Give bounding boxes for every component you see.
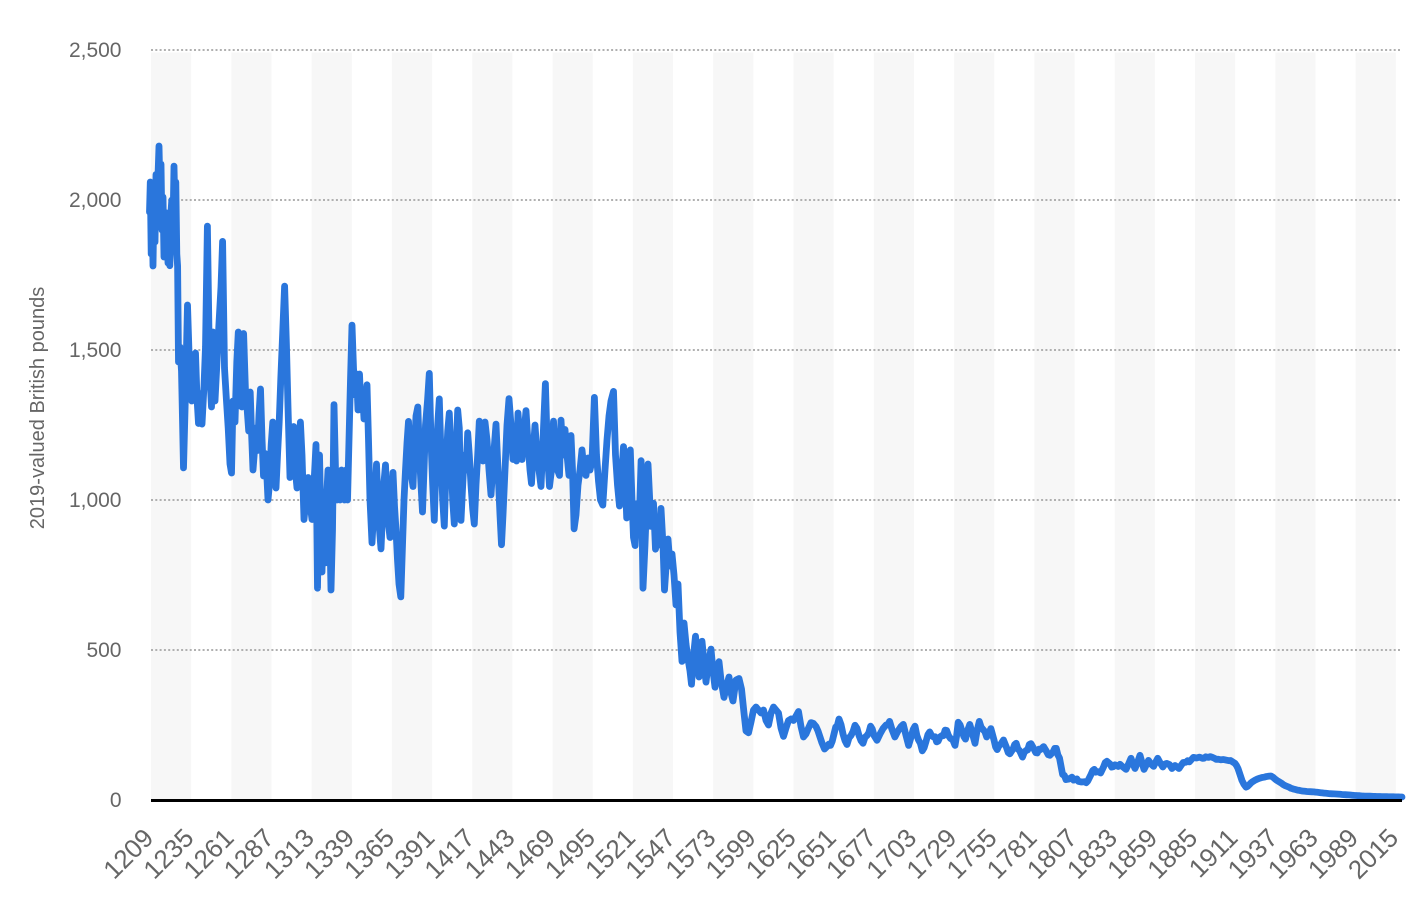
svg-text:0: 0 [110,789,122,812]
svg-text:1,000: 1,000 [69,489,122,512]
svg-text:2,000: 2,000 [69,189,122,212]
svg-text:1,500: 1,500 [69,339,122,362]
svg-text:500: 500 [86,639,121,662]
svg-text:2,500: 2,500 [69,39,122,62]
svg-text:2019-valued British pounds: 2019-valued British pounds [27,287,49,529]
